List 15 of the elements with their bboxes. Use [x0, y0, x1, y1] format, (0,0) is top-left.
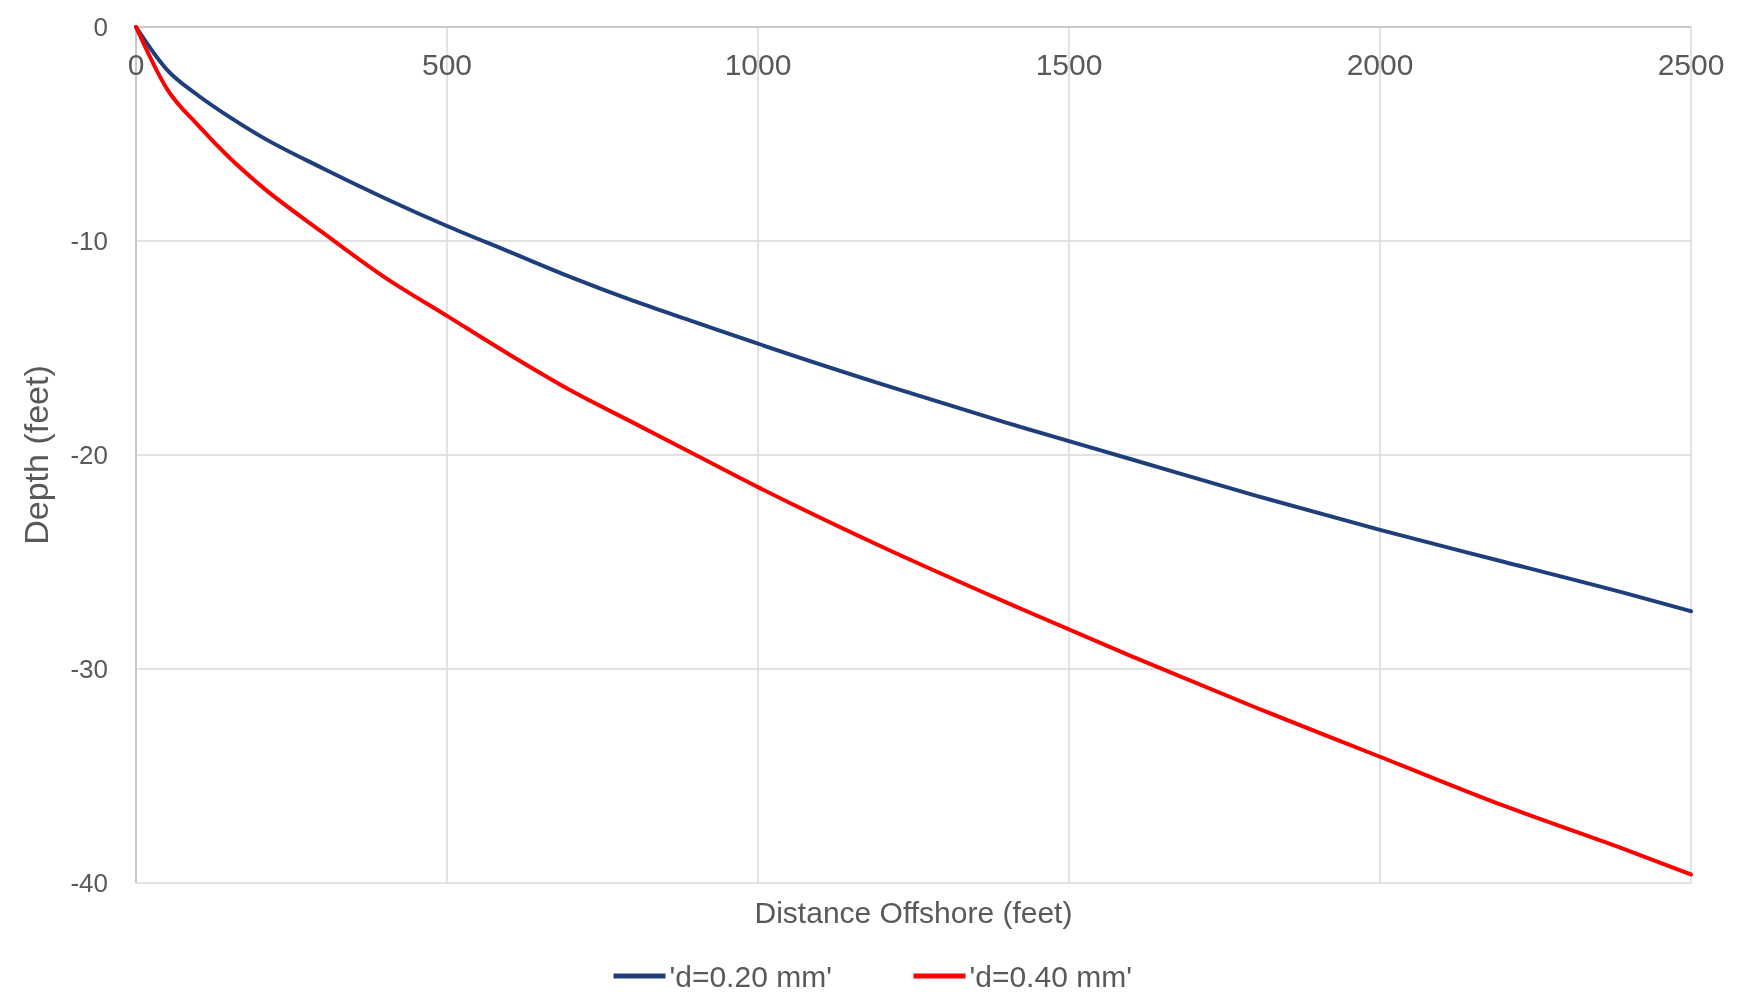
- y-tick-label: -30: [70, 654, 108, 685]
- x-tick-label: 1500: [1035, 48, 1103, 81]
- y-tick-label: -10: [70, 226, 108, 257]
- y-tick-label: 0: [93, 12, 108, 43]
- x-axis-title: Distance Offshore (feet): [754, 896, 1073, 929]
- x-tick-label: 0: [127, 48, 145, 81]
- legend-label: 'd=0.40 mm': [969, 959, 1132, 993]
- x-tick-label: 2000: [1346, 48, 1414, 81]
- y-tick-label: -20: [70, 440, 108, 471]
- x-tick-label: 500: [421, 48, 473, 81]
- y-tick-label: -40: [70, 868, 108, 899]
- x-tick-label: 2500: [1657, 48, 1725, 81]
- y-axis-title: Depth (feet): [17, 365, 55, 545]
- x-tick-label: 1000: [724, 48, 792, 81]
- legend-label: 'd=0.20 mm': [669, 959, 832, 993]
